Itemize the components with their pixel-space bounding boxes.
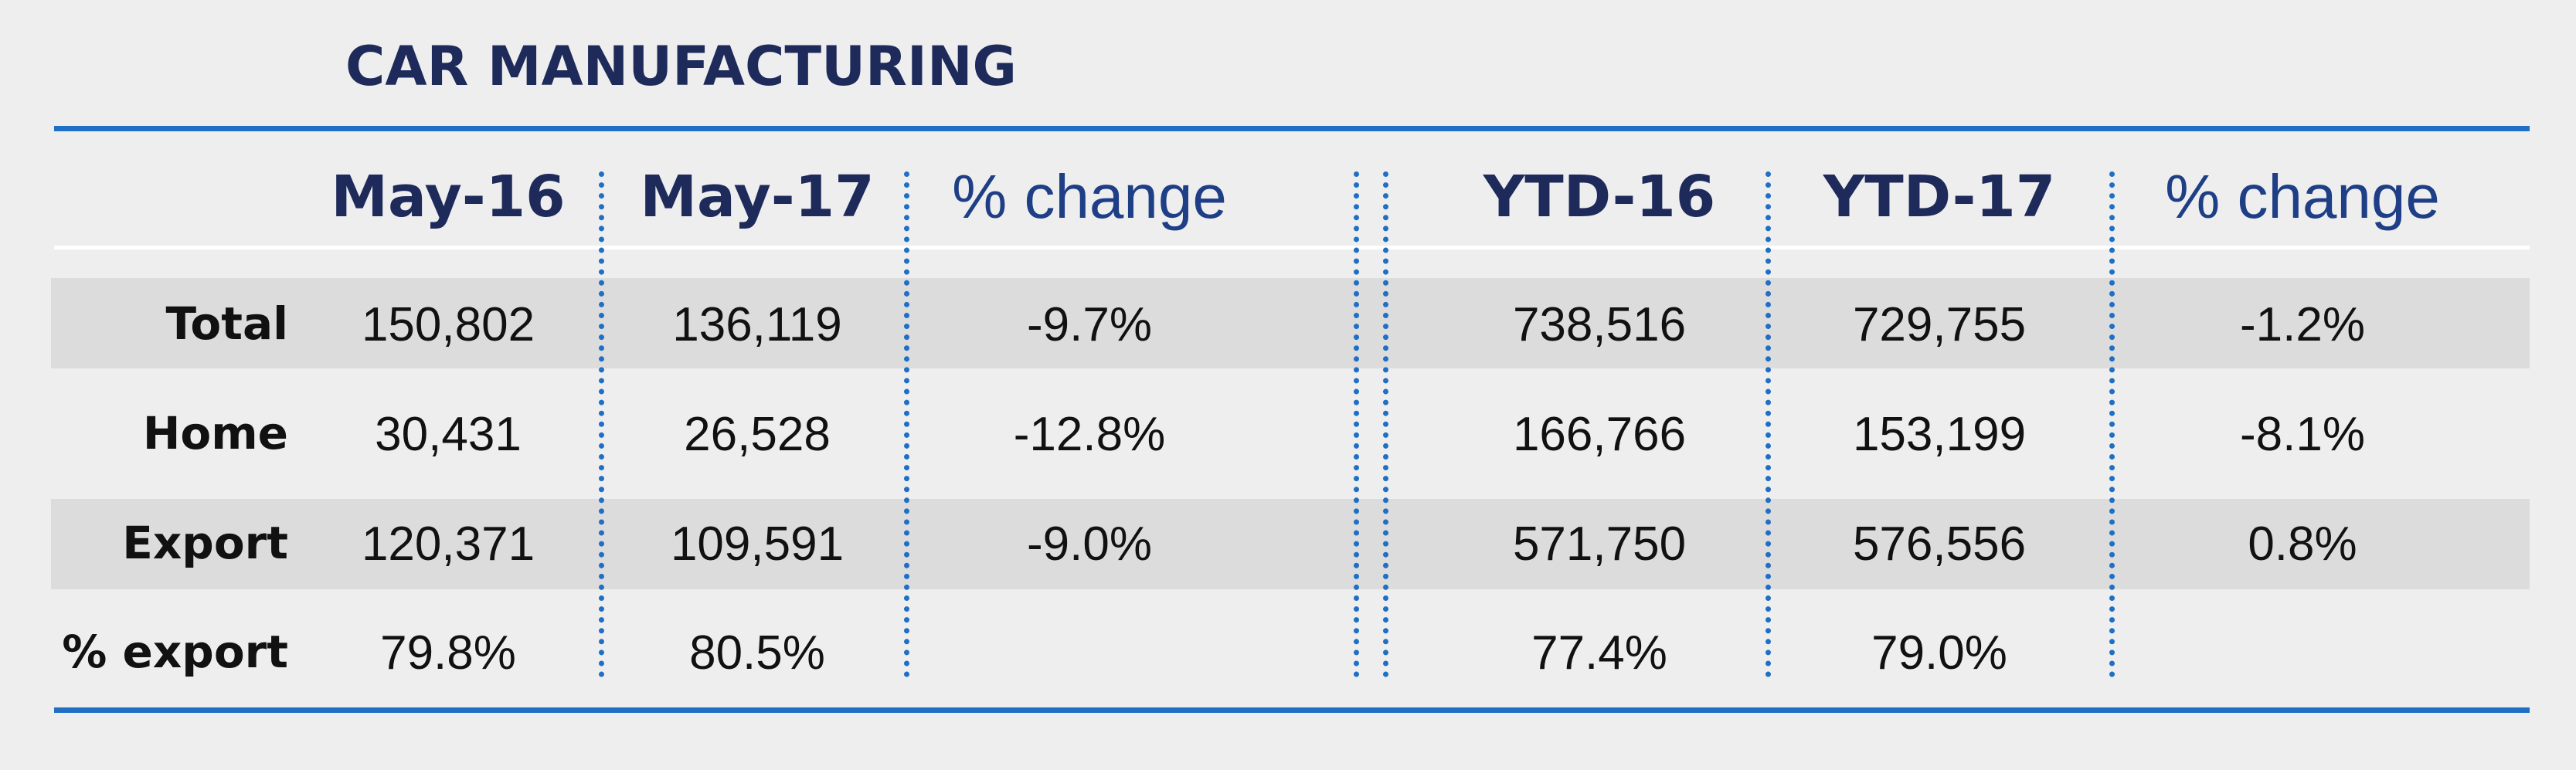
cell-export-ytd-change: 0.8%	[2248, 517, 2357, 571]
cell-percent-export-may-17: 80.5%	[689, 626, 825, 680]
cell-total-ytd-16: 738,516	[1512, 298, 1687, 351]
cell-total-may-16: 150,802	[361, 298, 535, 351]
cell-percent-export-may-16: 79.8%	[380, 626, 516, 680]
top-rule	[54, 126, 2530, 131]
header-ytd-17: YTD-17	[1823, 164, 2056, 230]
cell-total-ytd-change: -1.2%	[2240, 298, 2365, 351]
column-separator	[1765, 171, 1771, 677]
cell-home-may-16: 30,431	[375, 408, 522, 461]
cell-home-ytd-change: -8.1%	[2240, 408, 2365, 461]
row-label-export: Export	[122, 517, 288, 569]
column-separator	[599, 171, 604, 677]
header-divider	[54, 246, 2530, 249]
column-separator	[904, 171, 909, 677]
cell-percent-export-ytd-17: 79.0%	[1871, 626, 2007, 680]
cell-export-may-16: 120,371	[361, 517, 535, 571]
cell-home-may-17: 26,528	[684, 408, 831, 461]
bottom-rule	[54, 707, 2530, 713]
cell-total-ytd-17: 729,755	[1852, 298, 2027, 351]
row-band-total	[51, 278, 2530, 368]
cell-home-ytd-16: 166,766	[1512, 408, 1687, 461]
row-label-total: Total	[165, 297, 288, 350]
cell-home-change: -12.8%	[1013, 408, 1166, 461]
section-separator	[1354, 171, 1359, 677]
cell-export-change: -9.0%	[1027, 517, 1152, 571]
header-may-16: May-16	[331, 164, 566, 230]
cell-export-ytd-17: 576,556	[1852, 517, 2027, 571]
row-label-home: Home	[142, 407, 288, 460]
cell-percent-export-ytd-16: 77.4%	[1531, 626, 1667, 680]
header-ytd-change: % change	[2165, 162, 2440, 231]
cell-export-may-17: 109,591	[670, 517, 845, 571]
section-separator	[1383, 171, 1388, 677]
table-title: CAR MANUFACTURING	[345, 35, 1017, 98]
cell-home-ytd-17: 153,199	[1852, 408, 2027, 461]
header-may-17: May-17	[640, 164, 875, 230]
row-band-export	[51, 499, 2530, 589]
cell-export-ytd-16: 571,750	[1512, 517, 1687, 571]
header-ytd-16: YTD-16	[1483, 164, 1716, 230]
cell-total-change: -9.7%	[1027, 298, 1152, 351]
cell-total-may-17: 136,119	[672, 298, 842, 351]
row-label-percent-export: % export	[62, 626, 288, 678]
header-month-change: % change	[952, 162, 1227, 231]
column-separator	[2109, 171, 2115, 677]
